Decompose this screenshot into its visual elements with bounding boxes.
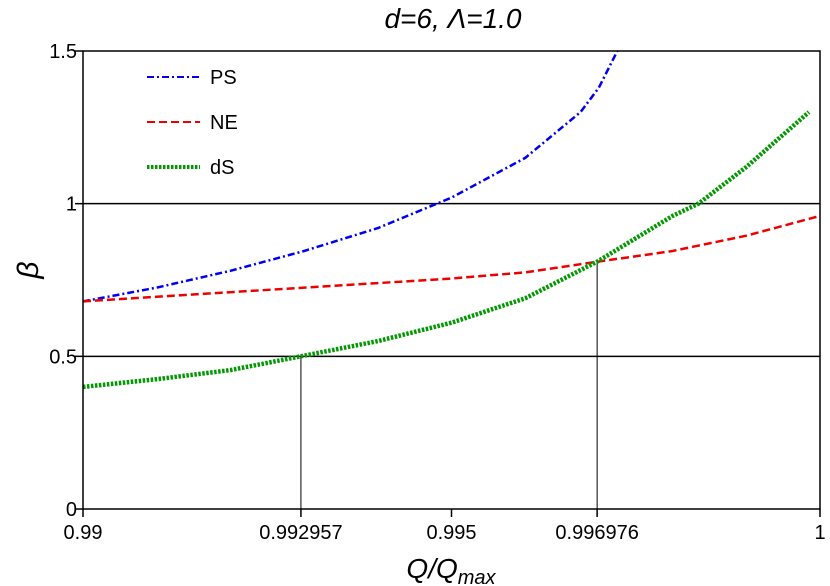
y-tick-label: 1 (66, 194, 77, 216)
legend-label-ds: dS (210, 157, 234, 179)
series-line-ds (83, 110, 811, 390)
x-axis-ticks: 0.99 0.992957 0.995 0.996976 1 (64, 509, 826, 544)
x-axis-label-subscript: max (458, 567, 497, 586)
y-tick-label: 1.5 (49, 41, 77, 63)
legend: PS NE dS (147, 67, 238, 179)
legend-label-ps: PS (210, 67, 237, 89)
legend-label-ne: NE (210, 112, 238, 134)
reference-lines (83, 202, 820, 509)
x-axis-label: Q/Qmax (406, 553, 496, 586)
series-layer (83, 51, 820, 390)
x-axis-label-main: Q/Q (406, 553, 457, 584)
chart-title: d=6, Λ=1.0 (384, 3, 521, 34)
y-axis-ticks: 0 0.5 1 1.5 (49, 41, 83, 521)
y-tick-label: 0 (66, 499, 77, 521)
x-tick-label: 0.99 (64, 522, 103, 544)
plot-frame (82, 50, 821, 510)
series-line-ne (83, 214, 820, 303)
x-tick-label: 0.992957 (259, 522, 342, 544)
x-tick-label: 1 (814, 522, 825, 544)
y-tick-label: 0.5 (49, 346, 77, 368)
series-line-ps (83, 51, 619, 303)
x-tick-label: 0.995 (426, 522, 476, 544)
x-tick-label: 0.996976 (555, 522, 638, 544)
y-axis-label: β (12, 261, 45, 279)
